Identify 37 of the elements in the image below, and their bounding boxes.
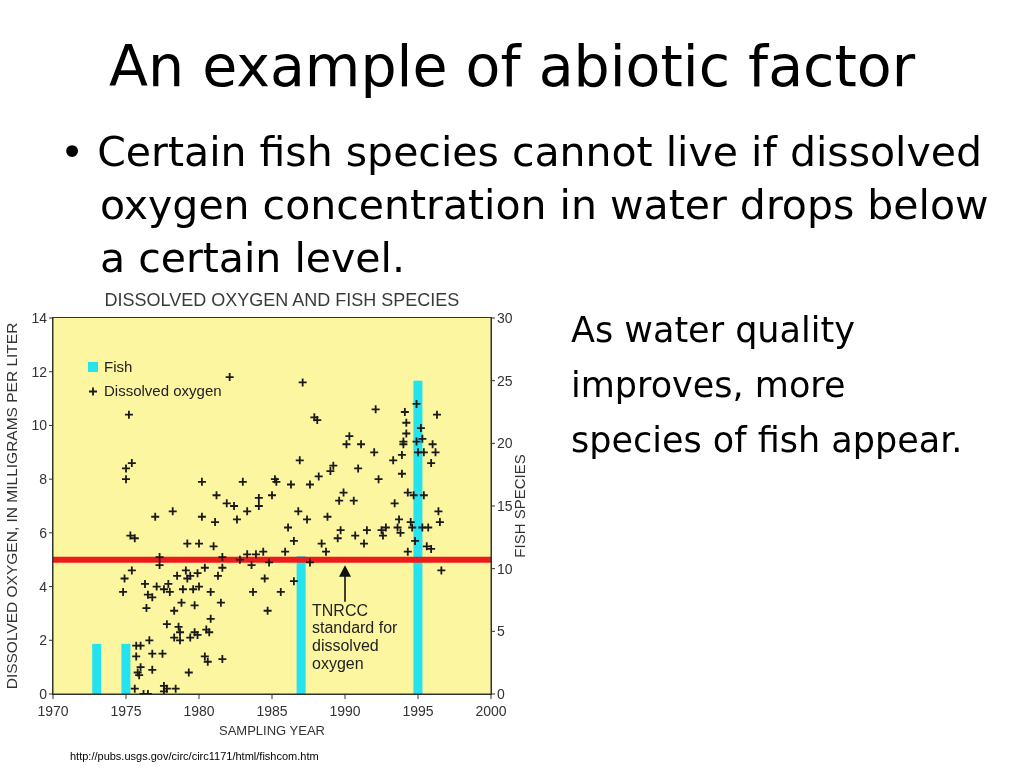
y2-tick-label: 5 <box>497 623 505 640</box>
y2-tick-label: 25 <box>497 372 513 389</box>
x-tick-label: 1985 <box>256 702 288 719</box>
text: An example of abiotic factor <box>107 33 917 99</box>
y-tick-label: 12 <box>31 363 48 380</box>
y2-tick-label: 20 <box>497 435 513 452</box>
y-axis-title: DISSOLVED OXYGEN, IN MILLIGRAMS PER LITER <box>2 322 20 690</box>
legend-label: Fish <box>104 357 133 377</box>
y-tick-label: 8 <box>39 471 48 488</box>
x-tick-label: 2000 <box>475 702 507 719</box>
y-tick-label: 10 <box>31 417 48 434</box>
annotation: TNRCC standard for dissolved oxygen <box>312 601 399 672</box>
y2-tick-label: 15 <box>497 497 513 514</box>
text: As water quality improves, more species of fish appear. <box>571 309 964 462</box>
y-tick-label: 0 <box>39 685 48 702</box>
y-tick-label: 2 <box>39 632 48 649</box>
text: • Certain fish species cannot live if dissolved oxygen concentration in water drops below a certain level. <box>60 127 990 284</box>
bar <box>92 643 102 694</box>
x-tick-label: 1980 <box>183 702 215 719</box>
chart-title: DISSOLVED OXYGEN AND FISH SPECIES <box>103 290 461 310</box>
y-tick-label: 4 <box>39 578 48 595</box>
x-tick-label: 1970 <box>37 702 69 719</box>
y2-tick-label: 10 <box>497 560 513 577</box>
bar <box>413 380 423 694</box>
y2-tick-label: 0 <box>497 685 505 702</box>
x-axis-title: SAMPLING YEAR <box>219 723 325 738</box>
x-tick-label: 1975 <box>110 702 142 719</box>
y-tick-label: 14 <box>31 309 48 326</box>
x-tick-label: 1995 <box>402 702 434 719</box>
legend-label: Dissolved oxygen <box>104 381 222 401</box>
text: http://pubs.usgs.gov/circ/circ1171/html/fishcom.htm <box>70 750 319 762</box>
bar <box>296 556 306 694</box>
x-tick-label: 1990 <box>329 702 361 719</box>
y2-tick-label: 30 <box>497 309 513 326</box>
y-tick-label: 6 <box>39 524 48 541</box>
bar <box>121 643 131 694</box>
y2-axis-title: FISH SPECIES <box>511 454 529 558</box>
